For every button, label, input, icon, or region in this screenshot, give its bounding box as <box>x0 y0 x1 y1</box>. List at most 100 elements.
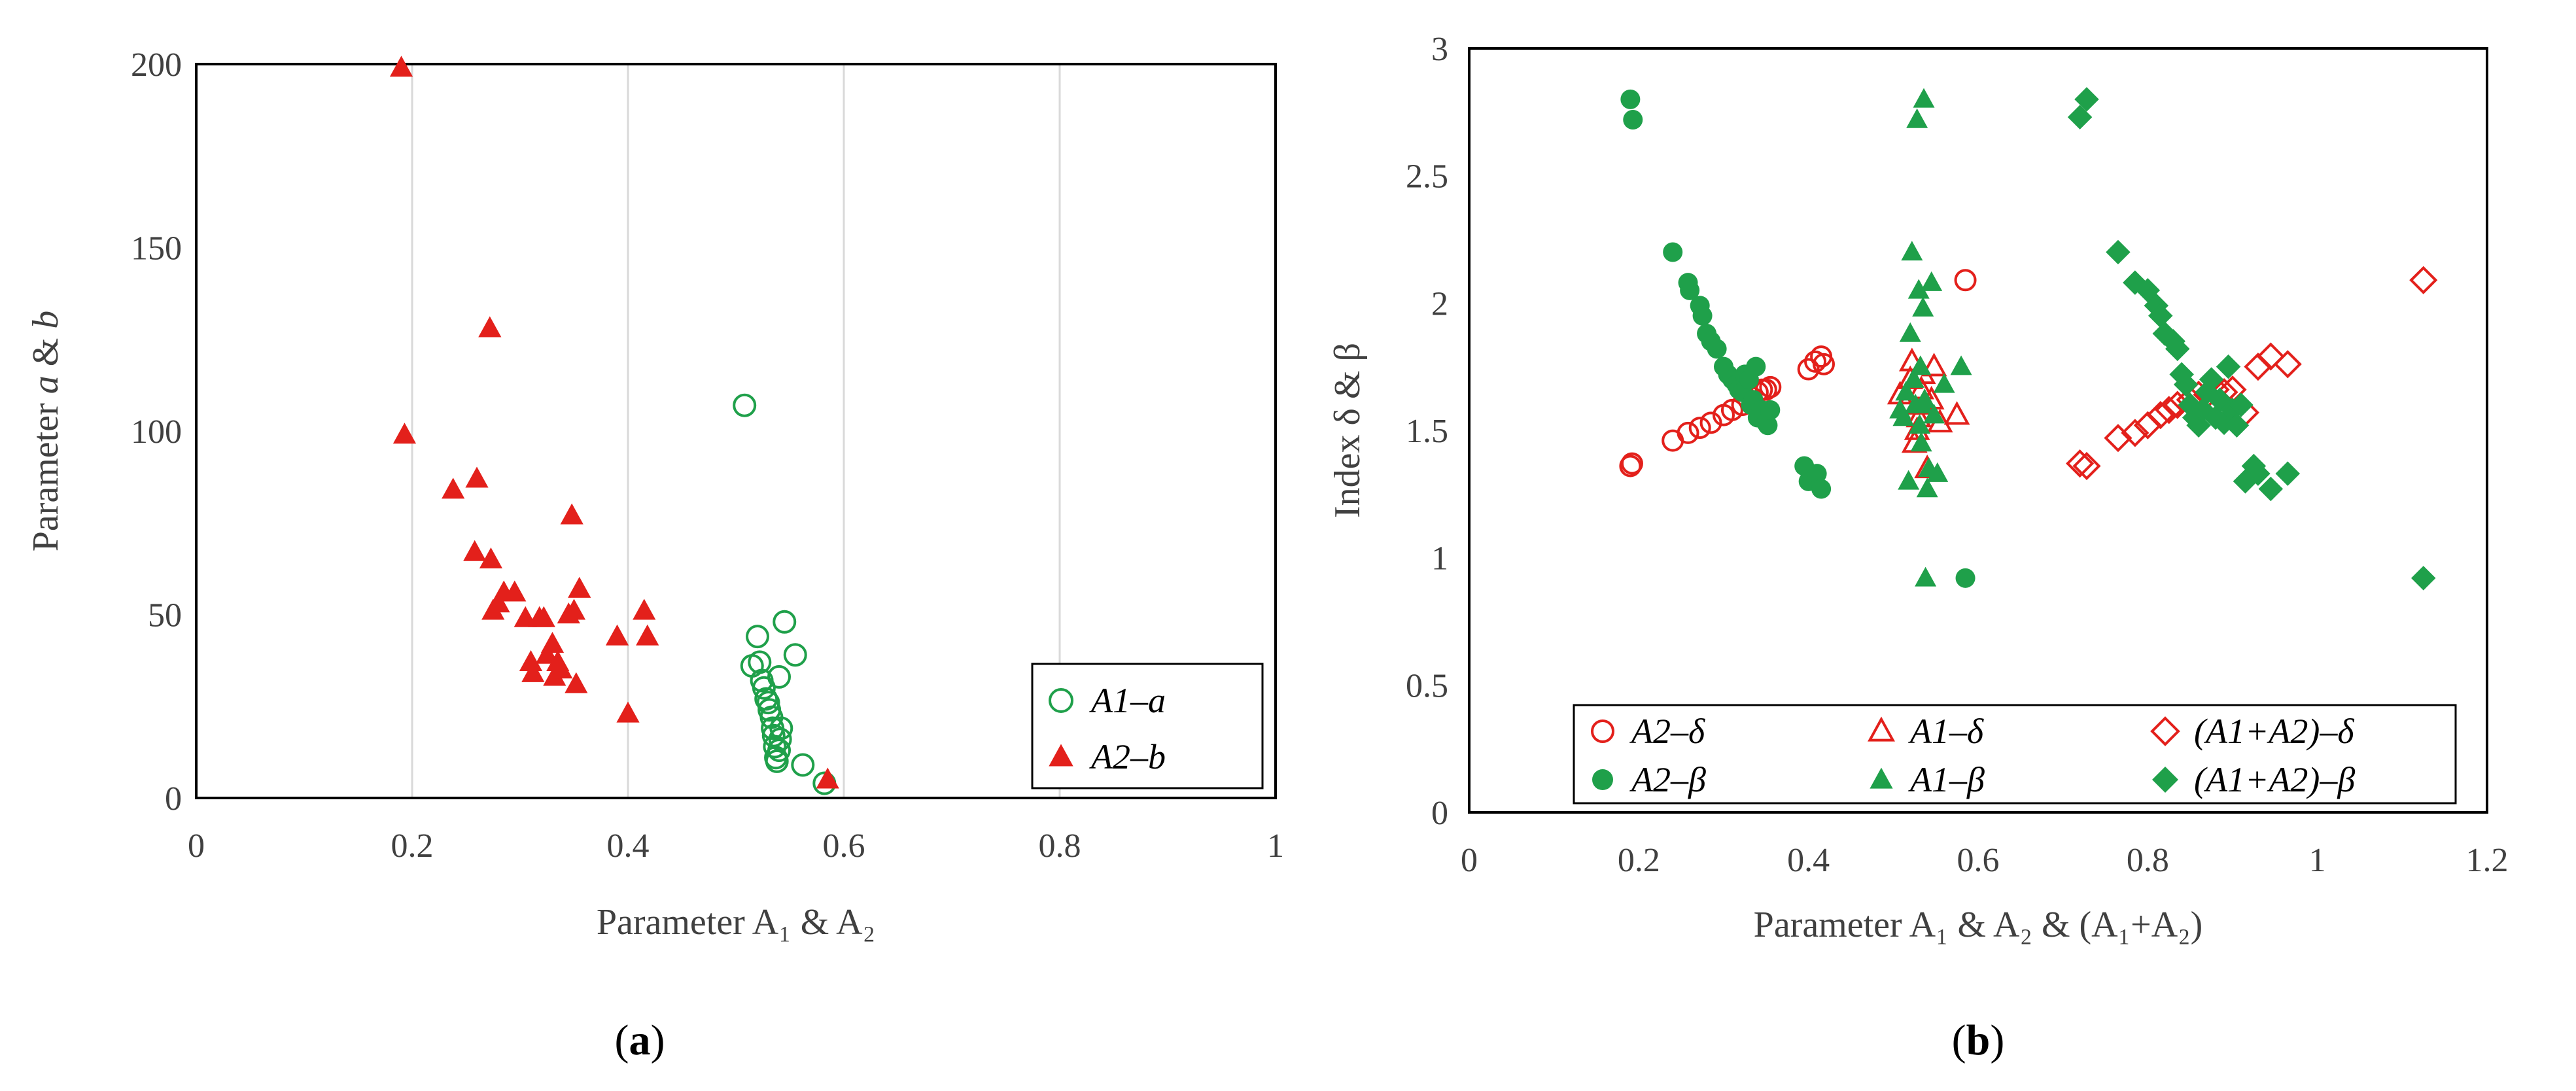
chart-b-series-a1-a2 <box>2067 87 2436 591</box>
chart-b-point <box>1707 339 1727 359</box>
chart-b-point <box>1901 241 1923 261</box>
chart-b-point <box>1619 455 1642 477</box>
chart-b-point <box>1899 322 1921 342</box>
chart-b-point <box>2066 449 2095 478</box>
chart-a-series-a2-b <box>389 56 839 789</box>
chart-b-legend-marker <box>2152 767 2178 793</box>
chart-a-legend: A1–a A2–b <box>1031 663 1264 789</box>
chart-a-tick-labels: 0 0.2 0.4 0.6 0.8 1 0 50 100 150 200 <box>131 46 1284 865</box>
chart-b-point <box>2273 350 2302 379</box>
chart-a-y-axis-title: Parameter a & b <box>26 311 66 552</box>
chart-b-legend-label: A1–β <box>1908 760 1985 799</box>
chart-b-point <box>2155 396 2184 424</box>
chart-a-y-tick-label: 50 <box>148 597 182 634</box>
chart-b-y-tick-label: 1.5 <box>1406 413 1448 450</box>
chart-a-point <box>768 727 792 752</box>
chart-b-legend-marker <box>2150 716 2180 746</box>
chart-b-legend-label: A2–δ <box>1629 712 1705 751</box>
panel-b-caption: (b) <box>1952 1016 2005 1064</box>
chart-b-x-tick-label: 0 <box>1461 842 1478 879</box>
chart-a-point <box>633 598 656 620</box>
chart-a-point <box>773 610 797 634</box>
chart-a-point <box>465 466 489 488</box>
chart-b-x-tick-label: 0.2 <box>1618 842 1660 879</box>
chart-a-point <box>521 661 545 682</box>
chart-b-legend-marker <box>1870 767 1893 789</box>
chart-b-point <box>1760 400 1781 420</box>
chart-b-point <box>1950 355 1972 375</box>
chart-a-legend-label: A1–a <box>1089 681 1166 720</box>
chart-a-series-a1-a <box>733 393 837 795</box>
chart-b-series-a2 <box>1620 89 1976 588</box>
chart-a-point <box>540 631 565 653</box>
chart-b-point <box>1662 429 1684 452</box>
chart-b-point <box>2072 451 2101 481</box>
chart-a-point <box>767 665 791 689</box>
chart-b-point <box>1955 568 1976 588</box>
chart-b-legend-label: A2–β <box>1629 760 1706 799</box>
chart-b-point <box>2074 87 2099 112</box>
chart-a-point <box>752 676 776 700</box>
chart-a-point <box>487 591 510 613</box>
chart-a-x-tick-label: 0 <box>188 827 205 865</box>
chart-a-point <box>746 625 769 649</box>
chart-b-point <box>2275 461 2301 486</box>
chart-b-point <box>2067 105 2093 130</box>
chart-a-y-tick-label: 200 <box>131 46 182 84</box>
chart-panel-b: 0 0.2 0.4 0.6 0.8 1 1.2 0 0.5 1 1.5 2 2.5 3 Index δ &… <box>1327 31 2509 1064</box>
chart-b-y-tick-label: 2 <box>1431 285 1448 322</box>
chart-b-point <box>1895 381 1917 401</box>
chart-a-x-tick-label: 0.6 <box>823 827 865 865</box>
chart-b-legend-marker <box>1591 719 1614 743</box>
chart-b-point <box>2199 367 2224 392</box>
chart-a-point <box>565 672 588 693</box>
chart-a-y-tick-label: 150 <box>131 230 182 268</box>
chart-b-point <box>2148 303 2173 328</box>
chart-a-gridlines <box>411 64 1061 798</box>
chart-a-point <box>442 477 465 499</box>
chart-a-point <box>816 767 839 789</box>
chart-panel-a: 0 0.2 0.4 0.6 0.8 1 0 50 100 150 200 Parameter a &… <box>26 46 1284 1064</box>
chart-b-legend-label: (A1+A2)–δ <box>2194 712 2354 751</box>
chart-b-point <box>1692 305 1713 326</box>
chart-a-point <box>535 642 559 664</box>
chart-b-point <box>1813 353 1836 375</box>
chart-b-point <box>2224 413 2250 438</box>
chart-b-y-tick-label: 2.5 <box>1406 158 1448 196</box>
chart-a-x-tick-label: 0.8 <box>1039 827 1081 865</box>
chart-b-y-tick-label: 1 <box>1431 540 1448 578</box>
chart-a-point <box>479 547 503 568</box>
chart-b-point <box>1892 406 1915 426</box>
chart-b-x-tick-label: 0.4 <box>1787 842 1830 879</box>
chart-a-point <box>769 716 793 740</box>
chart-b-point <box>1902 368 1924 388</box>
chart-b-y-axis-title: Index δ & β <box>1327 343 1368 518</box>
chart-b-point <box>2229 392 2254 417</box>
chart-b-point <box>1688 417 1711 440</box>
chart-b-point <box>1898 470 1920 490</box>
chart-a-point <box>503 580 527 602</box>
chart-b-y-tick-label: 3 <box>1431 31 1448 68</box>
chart-a-point <box>519 650 543 672</box>
chart-a-point <box>733 393 757 417</box>
chart-a-x-axis-title: Parameter A₁ & A₂ <box>597 902 875 943</box>
chart-a-point <box>562 598 586 620</box>
chart-a-point <box>478 316 502 338</box>
chart-a-point <box>549 657 573 679</box>
chart-a-point <box>748 650 772 674</box>
chart-a-plot-frame <box>195 63 1277 799</box>
chart-b-point <box>2246 461 2271 486</box>
chart-b-point <box>1623 110 1643 130</box>
chart-b-point <box>1910 432 1932 452</box>
chart-a-point <box>389 56 413 77</box>
chart-b-x-tick-label: 1.2 <box>2466 842 2509 879</box>
chart-a-point <box>532 606 555 627</box>
chart-b-legend-marker <box>1592 769 1613 790</box>
chart-a-legend-marker <box>1049 744 1073 767</box>
chart-a-point <box>791 753 815 777</box>
chart-b-point <box>1677 421 1699 444</box>
chart-b-point <box>2256 342 2285 371</box>
chart-b-point <box>2244 353 2272 381</box>
chart-a-point <box>605 624 629 646</box>
chart-b-point <box>1933 373 1955 393</box>
